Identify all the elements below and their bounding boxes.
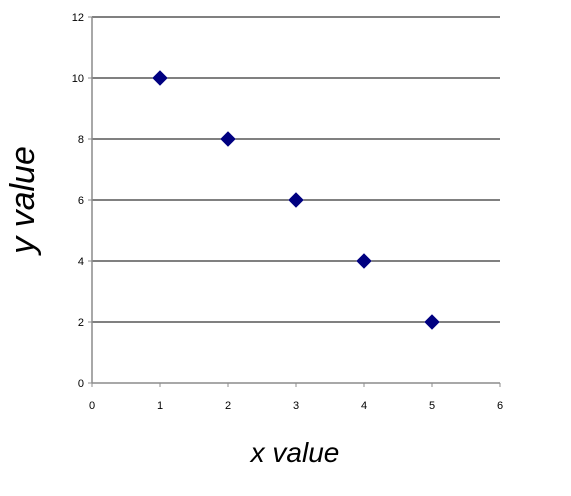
x-tick-label-1: 1 bbox=[157, 400, 163, 412]
y-tick-label-2: 2 bbox=[78, 317, 84, 329]
data-point-4 bbox=[356, 253, 372, 269]
gridlines bbox=[92, 16, 500, 323]
x-tick-label-4: 4 bbox=[361, 400, 367, 412]
x-tick-label-3: 3 bbox=[293, 400, 299, 412]
y-tick-label-12: 12 bbox=[72, 12, 84, 24]
data-point-2 bbox=[220, 131, 236, 147]
axes bbox=[88, 16, 501, 387]
x-tick-label-2: 2 bbox=[225, 400, 231, 412]
y-tick-label-6: 6 bbox=[78, 195, 84, 207]
data-point-1 bbox=[152, 70, 168, 86]
y-tick-label-4: 4 bbox=[78, 256, 84, 268]
x-axis-title: x value bbox=[249, 437, 340, 468]
y-tick-label-10: 10 bbox=[72, 73, 84, 85]
data-point-5 bbox=[424, 314, 440, 330]
y-axis-title: y value bbox=[4, 146, 42, 256]
y-tick-label-0: 0 bbox=[78, 378, 84, 390]
data-points bbox=[152, 70, 440, 330]
x-tick-label-6: 6 bbox=[497, 400, 503, 412]
data-point-3 bbox=[288, 192, 304, 208]
x-tick-label-0: 0 bbox=[89, 400, 95, 412]
y-tick-label-8: 8 bbox=[78, 134, 84, 146]
x-tick-label-5: 5 bbox=[429, 400, 435, 412]
